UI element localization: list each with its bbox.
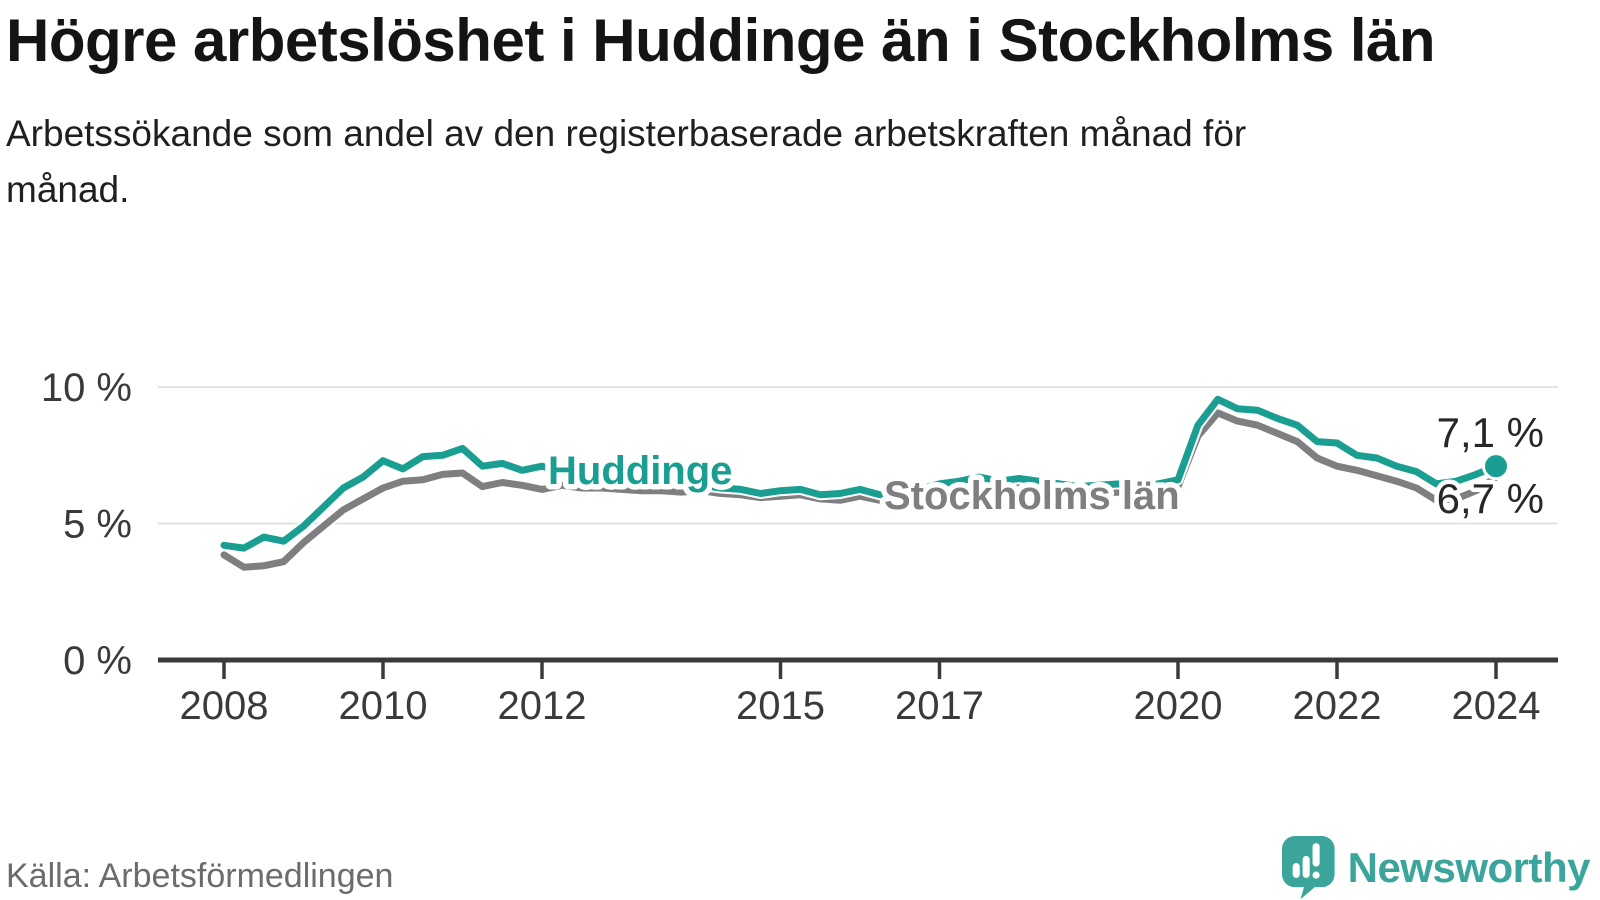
y-tick-label: 5 % xyxy=(63,503,132,547)
chart-subtitle: Arbetssökande som andel av den registerb… xyxy=(6,113,1247,210)
bar-medium xyxy=(1302,855,1310,878)
newsworthy-logo-icon xyxy=(1281,836,1335,900)
x-tick-label: 2024 xyxy=(1452,684,1541,726)
x-tick-label: 2010 xyxy=(339,684,428,726)
x-tick-label: 2008 xyxy=(180,684,269,726)
huddinge-line xyxy=(220,395,1500,552)
x-tick-label: 2015 xyxy=(736,684,825,726)
stockholms-l-n-end-value-label: 6,7 % xyxy=(1437,475,1544,522)
y-tick-label: 10 % xyxy=(41,366,132,410)
brand-name: Newsworthy xyxy=(1347,844,1591,891)
stockholms-l-n-series-label: Stockholms län xyxy=(884,474,1180,518)
huddinge-end-value-label: 7,1 % xyxy=(1437,409,1544,456)
source-attribution: Källa: Arbetsförmedlingen xyxy=(6,857,394,895)
bar-short xyxy=(1292,863,1300,878)
x-tick-label: 2020 xyxy=(1134,684,1223,726)
exclamation-dot xyxy=(1312,871,1320,879)
exclamation-bar xyxy=(1312,843,1320,867)
x-tick-label: 2022 xyxy=(1293,684,1382,726)
chart-title: Högre arbetslöshet i Huddinge än i Stock… xyxy=(6,7,1436,74)
x-tick-label: 2017 xyxy=(895,684,984,726)
huddinge-end-dot xyxy=(1482,452,1510,481)
huddinge-line-casing xyxy=(218,393,1502,554)
infographic-page: Högre arbetslöshet i Huddinge än i Stock… xyxy=(0,6,1600,900)
x-tick-label: 2012 xyxy=(498,684,587,726)
huddinge-series-label: Huddinge xyxy=(548,449,732,493)
y-tick-label: 0 % xyxy=(63,639,132,683)
stockholms-l-n-line xyxy=(220,409,1500,571)
unemployment-line-chart: 0 % 5 % 10 % 2008 2010 2012 2015 2017 2020 2022 20… xyxy=(41,366,1558,726)
newsworthy-brand: Newsworthy xyxy=(1281,836,1591,900)
